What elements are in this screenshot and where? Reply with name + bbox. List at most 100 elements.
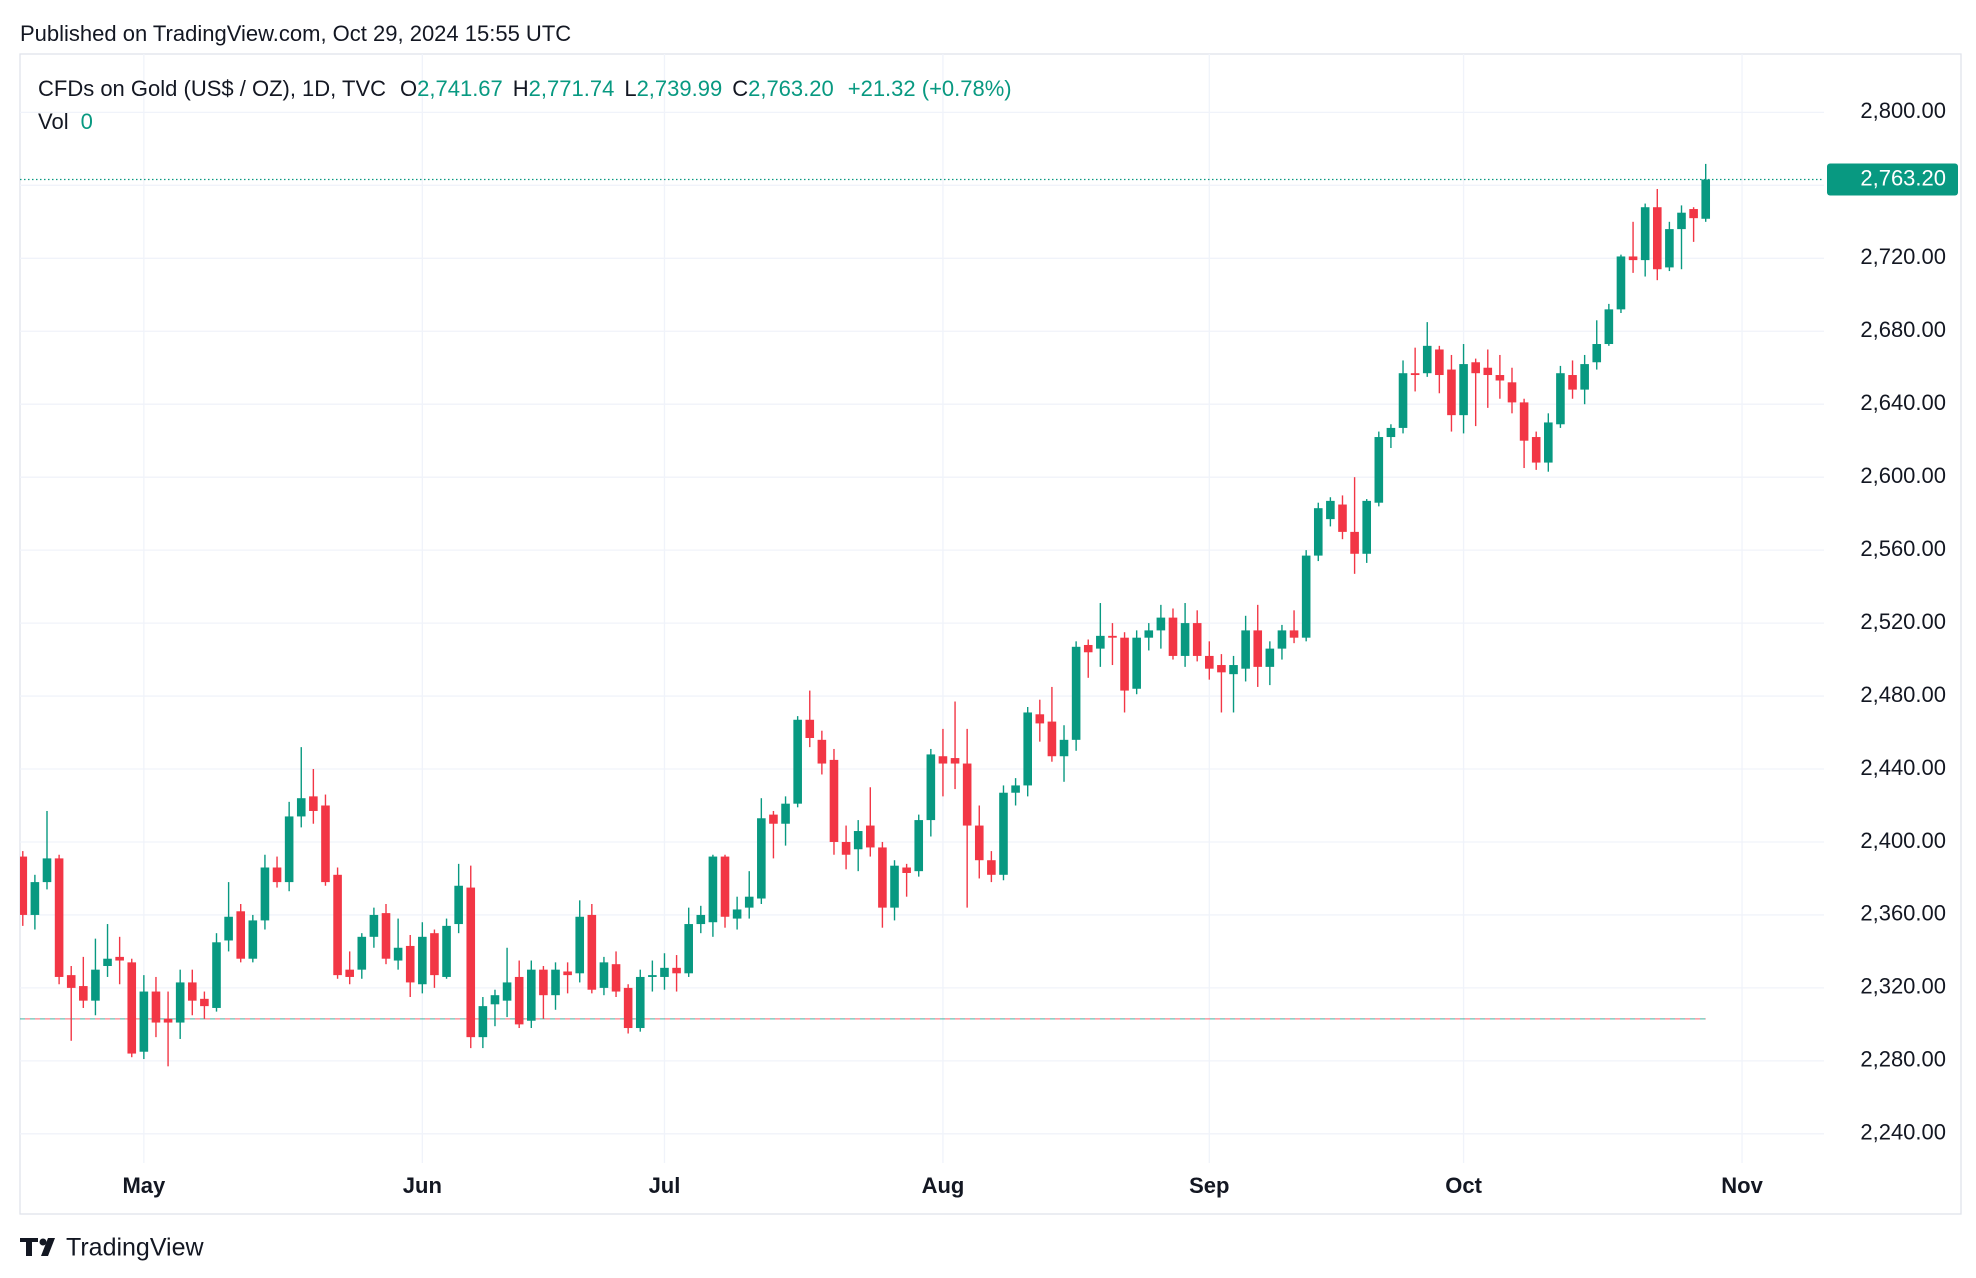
candle-body <box>1568 375 1577 390</box>
candle-body <box>345 969 354 977</box>
candle-body <box>866 825 875 848</box>
candle-body <box>732 909 742 919</box>
candle-body <box>1338 504 1347 532</box>
candle-body <box>187 982 197 1001</box>
candle-body <box>648 975 657 977</box>
candle-body <box>1144 630 1154 638</box>
candle-body <box>684 924 693 974</box>
candle-body <box>1386 427 1396 438</box>
candle-body <box>212 942 221 1008</box>
candle-body <box>115 956 124 961</box>
candle-body <box>1362 500 1372 554</box>
candle-body <box>1459 364 1468 416</box>
candle-body <box>563 971 572 976</box>
ohlc-key: L <box>624 76 636 101</box>
candle-body <box>272 867 282 883</box>
ohlc-value: 2,739.99 <box>637 76 723 101</box>
candle-body <box>296 798 306 817</box>
x-tick-label: Aug <box>922 1173 965 1198</box>
ohlc-value: 2,763.20 <box>748 76 834 101</box>
candle-body <box>902 867 911 873</box>
candle-body <box>430 933 439 976</box>
candle-body <box>950 758 960 764</box>
candle-body <box>357 936 367 970</box>
volume-legend: Vol 0 <box>38 109 93 134</box>
change-value: +21.32 (+0.78%) <box>848 76 1012 101</box>
candle-body <box>1604 309 1614 345</box>
candle-body <box>418 936 427 985</box>
candle-body <box>708 856 718 923</box>
candle-body <box>539 969 548 996</box>
candle-body <box>1350 531 1359 554</box>
candle-body <box>309 796 318 811</box>
candle-body <box>744 896 754 908</box>
symbol-name: CFDs on Gold (US$ / OZ), 1D, TVC <box>38 76 386 101</box>
ohlc-key: C <box>732 76 748 101</box>
y-tick-label: 2,600.00 <box>1860 463 1946 488</box>
plot <box>20 163 1824 1067</box>
candle-body <box>1483 367 1493 376</box>
candle-body <box>1422 345 1432 374</box>
labels: 2,240.00 2,280.00 2,320.00 2,360.00 2,400.00… <box>38 76 1958 1198</box>
candle-body <box>1059 739 1069 757</box>
x-tick-label: Jun <box>403 1173 442 1198</box>
candle-body <box>1701 179 1711 219</box>
candle-body <box>1410 373 1420 376</box>
brand-name: TradingView <box>66 1234 205 1262</box>
candle-body <box>127 962 137 1054</box>
candle-body <box>1253 630 1263 667</box>
last-price-tag <box>1827 163 1958 196</box>
y-tick-label: 2,680.00 <box>1860 317 1946 342</box>
candle-body <box>321 805 330 883</box>
last-price-label: 2,763.20 <box>1860 165 1946 190</box>
candle-body <box>1689 209 1698 219</box>
candle-body <box>841 841 851 855</box>
y-tick-label: 2,480.00 <box>1860 682 1946 707</box>
candle-body <box>1556 373 1565 425</box>
candle-body <box>236 911 246 959</box>
candle-body <box>635 976 645 1029</box>
y-tick-label: 2,640.00 <box>1860 390 1946 415</box>
candle-body <box>1592 344 1602 363</box>
y-tick-label: 2,240.00 <box>1860 1120 1946 1145</box>
candle-body <box>260 867 270 921</box>
ohlc-value: 2,771.74 <box>529 76 615 101</box>
candle-body <box>66 975 76 988</box>
candle-body <box>1132 637 1141 689</box>
symbol-legend: CFDs on Gold (US$ / OZ), 1D, TVC O2,741.6… <box>38 76 1012 101</box>
candle-body <box>79 986 88 1001</box>
candle-body <box>91 969 100 1001</box>
candle-body <box>442 925 451 977</box>
candle-body <box>974 825 984 861</box>
candle-body <box>1665 229 1674 268</box>
y-tick-label: 2,440.00 <box>1860 755 1946 780</box>
candle-body <box>1640 207 1650 261</box>
candle-body <box>660 967 669 977</box>
ohlc-key: H <box>513 76 529 101</box>
candle-body <box>878 847 887 908</box>
ohlc-key: O <box>400 76 417 101</box>
candle-body <box>769 814 778 824</box>
candle-body <box>502 982 512 1001</box>
candle-body <box>962 763 972 826</box>
candle-body <box>805 719 815 739</box>
candle-body <box>1435 349 1444 376</box>
y-tick-label: 2,360.00 <box>1860 901 1946 926</box>
candle-body <box>1047 721 1057 757</box>
candle-body <box>514 976 524 1025</box>
y-tick-label: 2,560.00 <box>1860 536 1946 561</box>
candle-body <box>175 982 185 1023</box>
candle-body <box>1580 364 1589 390</box>
candle-body <box>454 885 463 925</box>
candle-body <box>1168 617 1178 656</box>
candle-body <box>1241 630 1250 669</box>
y-tick-label: 2,320.00 <box>1860 974 1946 999</box>
candle-body <box>611 964 621 992</box>
candle-body <box>890 865 899 908</box>
candle-body <box>1519 402 1529 441</box>
candle-body <box>42 858 52 883</box>
candle-body <box>938 756 948 764</box>
candle-body <box>987 860 996 875</box>
candle-body <box>381 913 391 959</box>
candle-body <box>1544 422 1553 463</box>
